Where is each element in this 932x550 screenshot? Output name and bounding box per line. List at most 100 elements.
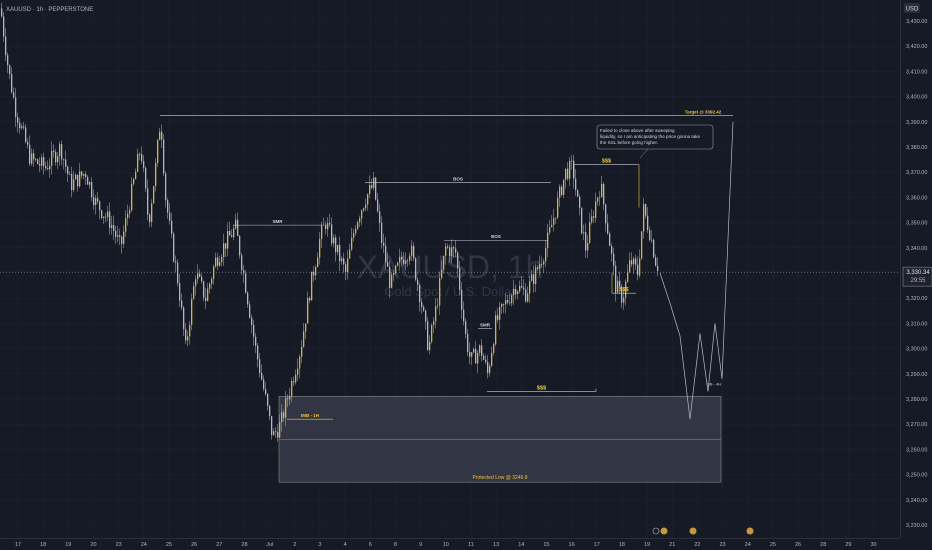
candle-body	[359, 218, 361, 223]
symbol-header: XAUUSD · 1h · PEPPERSTONE	[6, 7, 93, 13]
candle-body	[443, 255, 445, 270]
candle-body	[197, 273, 199, 280]
candle-body	[427, 321, 429, 350]
candle-body	[211, 278, 213, 284]
event-marker-icon[interactable]	[689, 527, 697, 535]
candle-body	[29, 144, 31, 164]
candle-body	[499, 306, 501, 320]
candle-body	[283, 412, 285, 418]
candle-body	[317, 257, 319, 268]
candle-body	[213, 266, 215, 279]
y-tick-label: 3,350.00	[906, 221, 927, 227]
time-scale[interactable]: 17 18 19 20 23 24 25 26 27 28 Jul 2 3 4 6 8 9 10 11 13 14 15 1…	[0, 538, 932, 550]
candle-body	[469, 351, 471, 357]
candle-body	[457, 252, 459, 269]
candle-body	[633, 258, 635, 265]
candle-body	[3, 16, 5, 37]
candle-body	[171, 220, 173, 234]
x-tick-label: 8	[394, 542, 397, 548]
candle-body	[379, 211, 381, 223]
candle-body	[393, 272, 395, 275]
candle-body	[107, 211, 109, 217]
candle-body	[121, 236, 123, 244]
candle-body	[573, 160, 575, 179]
candle-body	[51, 150, 53, 166]
price-scale[interactable]: USD 3,430.00 3,420.00 3,410.00 3,400.00 3,39…	[900, 0, 932, 550]
candle-body	[287, 398, 289, 400]
x-tick-label: 23	[116, 542, 122, 548]
candle-body	[357, 222, 359, 229]
candle-body	[47, 168, 49, 170]
y-tick-label: 3,390.00	[906, 120, 927, 126]
candle-body	[387, 262, 389, 267]
candle-body	[199, 273, 201, 277]
candle-body	[585, 232, 587, 251]
level-label: SMR	[480, 322, 491, 327]
candle-body	[441, 269, 443, 279]
candle-body	[503, 303, 505, 305]
candle-body	[321, 224, 323, 240]
candle-body	[299, 356, 301, 369]
candle-body	[395, 265, 397, 273]
x-tick-label: 24	[141, 542, 147, 548]
candle-body	[361, 210, 363, 219]
projection-path	[659, 121, 734, 420]
candle-body	[243, 270, 245, 274]
candle-body	[527, 293, 529, 302]
candle-body	[113, 225, 115, 231]
candle-body	[439, 278, 441, 306]
x-tick-label: 18	[40, 542, 46, 548]
candle-body	[205, 297, 207, 301]
candle-body	[217, 257, 219, 266]
candle-body	[645, 204, 647, 216]
candle-body	[165, 173, 167, 201]
candle-body	[151, 203, 153, 222]
candle-body	[635, 258, 637, 265]
candle-body	[71, 174, 73, 191]
candle-body	[397, 262, 399, 266]
candle-body	[307, 297, 309, 324]
candle-body	[245, 273, 247, 293]
event-marker-icon[interactable]	[652, 527, 660, 535]
event-markers[interactable]	[652, 527, 754, 535]
y-tick-label: 3,230.00	[906, 523, 927, 529]
levels: Target @ 3392.42 BOS BOS SMR $$$ $$$ $$$ IMB - …	[160, 110, 733, 420]
candle-body	[505, 300, 507, 305]
candle-body	[325, 224, 327, 230]
candle-body	[179, 283, 181, 301]
candle-body	[485, 359, 487, 362]
x-tick-label: 16	[569, 542, 575, 548]
candle-body	[187, 336, 189, 341]
candle-body	[193, 286, 195, 299]
x-tick-label: 29	[845, 542, 851, 548]
candles	[1, 2, 659, 442]
y-tick-label: 3,320.00	[906, 296, 927, 302]
candle-body	[61, 144, 63, 160]
currency-badge[interactable]	[904, 3, 920, 13]
candle-body	[449, 247, 451, 257]
candle-body	[351, 237, 353, 250]
candle-body	[65, 159, 67, 167]
x-tick-label: 20	[90, 542, 96, 548]
event-marker-icon[interactable]	[660, 527, 668, 535]
candle-body	[41, 157, 43, 166]
candle-body	[79, 171, 81, 187]
candle-body	[567, 168, 569, 179]
level-label: IMB - 1H	[301, 413, 319, 418]
candle-body	[323, 224, 325, 226]
candle-body	[153, 185, 155, 204]
candle-body	[257, 345, 259, 360]
candle-body	[33, 153, 35, 160]
candle-body	[169, 212, 171, 221]
candle-body	[529, 280, 531, 294]
candle-body	[467, 333, 469, 352]
candle-body	[373, 177, 375, 188]
candle-body	[487, 361, 489, 374]
candle-body	[571, 160, 573, 162]
note[interactable]: Failed to close above after sweepingliqu…	[596, 124, 714, 159]
candle-body	[341, 258, 343, 262]
candle-body	[285, 398, 287, 418]
event-marker-icon[interactable]	[746, 527, 754, 535]
candle-body	[523, 287, 525, 290]
